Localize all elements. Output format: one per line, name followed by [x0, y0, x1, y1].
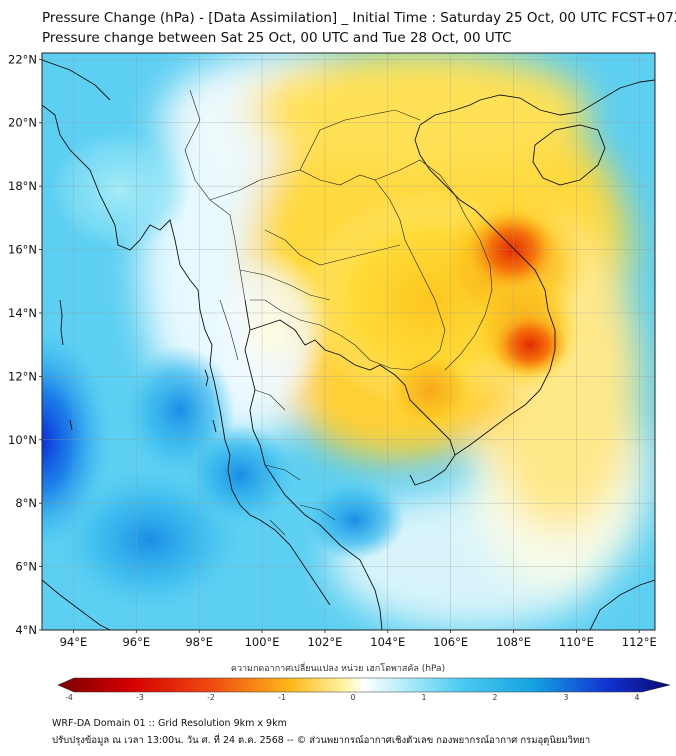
lat-label: 20°N [8, 116, 37, 130]
colorbar-ramp [57, 677, 671, 693]
lon-label: 110°E [559, 635, 594, 649]
admin-borders [184, 89, 493, 536]
lon-label: 108°E [496, 635, 531, 649]
lat-label: 18°N [8, 179, 37, 193]
lon-label: 96°E [122, 635, 150, 649]
lon-label: 112°E [622, 635, 657, 649]
coastlines [42, 59, 655, 630]
latitude-labels: 22°N 20°N 18°N 16°N 14°N 12°N 10°N 8°N 6°N 4°N [8, 52, 42, 637]
colorbar-tick-label: 4 [635, 693, 640, 702]
map-subtitle: Pressure change between Sat 25 Oct, 00 U… [42, 30, 512, 46]
longitude-labels: 94°E 96°E 98°E 100°E 102°E 104°E 106°E 108°E 110… [60, 630, 657, 649]
lat-label: 10°N [8, 433, 37, 447]
colorbar-tick-label: -3 [136, 693, 144, 702]
lon-label: 94°E [60, 635, 88, 649]
lon-label: 106°E [433, 635, 468, 649]
colorbar-ticks: -4 -3 -2 -1 0 1 2 3 4 [65, 693, 639, 702]
lon-label: 102°E [307, 635, 342, 649]
colorbar-tick-label: -1 [278, 693, 286, 702]
colorbar-tick-label: 0 [351, 693, 356, 702]
lat-label: 4°N [15, 623, 37, 637]
map-title: Pressure Change (hPa) - [Data Assimilati… [42, 10, 676, 26]
map-frame [41, 52, 656, 631]
pressure-field [42, 53, 655, 630]
model-info: WRF-DA Domain 01 :: Grid Resolution 9km … [52, 718, 287, 729]
colorbar-tick-label: -4 [65, 693, 73, 702]
colorbar: -4 -3 -2 -1 0 1 2 3 4 [57, 677, 671, 702]
lon-label: 100°E [245, 635, 280, 649]
colorbar-tick-label: 1 [422, 693, 427, 702]
colorbar-tick-label: 2 [493, 693, 498, 702]
update-credit: ปรับปรุงข้อมูล ณ เวลา 13:00น. วัน ศ. ที่… [52, 735, 591, 746]
lat-label: 6°N [15, 560, 37, 574]
lat-label: 16°N [8, 243, 37, 257]
colorbar-label: ความกดอากาศเปลี่ยนแปลง หน่วย เฮกโตพาสคัล… [230, 664, 446, 674]
lat-label: 12°N [8, 369, 37, 383]
colorbar-tick-label: -2 [207, 693, 215, 702]
lon-label: 98°E [185, 635, 213, 649]
lat-label: 8°N [15, 496, 37, 510]
lat-label: 22°N [8, 52, 37, 66]
colorbar-tick-label: 3 [564, 693, 569, 702]
lat-label: 14°N [8, 306, 37, 320]
lon-label: 104°E [370, 635, 405, 649]
